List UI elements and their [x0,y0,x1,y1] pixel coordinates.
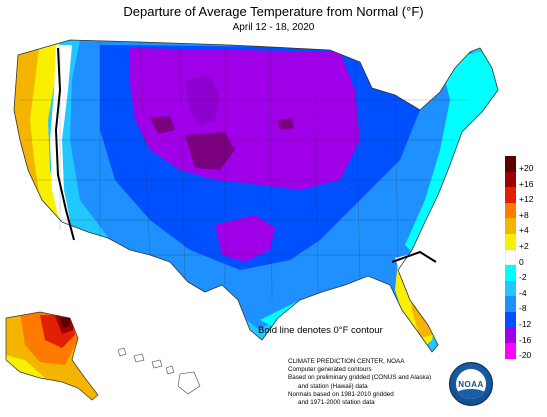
legend-swatch [505,218,516,234]
conus-region [14,40,498,352]
alaska-outline [5,311,99,401]
hawaii-islands [117,347,201,395]
legend-item: -20 [505,343,545,359]
legend-swatch [505,343,516,359]
legend-swatch [505,280,516,297]
legend-label: +16 [519,178,534,189]
legend-swatch [505,296,516,312]
legend-item: +20 [505,156,545,172]
contour-note: Bold line denotes 0°F contour [258,325,383,336]
legend-label: +12 [519,194,534,205]
legend-label: -2 [519,272,527,283]
legend-item: -16 [505,327,545,345]
legend-swatch [505,171,516,188]
legend-item: +12 [505,187,545,203]
legend-swatch [505,249,516,266]
legend-swatch [505,311,516,328]
legend-label: -16 [519,334,532,345]
legend-label: +8 [519,209,529,220]
legend-item: +2 [505,233,545,251]
legend-label: -4 [519,287,527,298]
legend-item: 0 [505,249,545,267]
legend-item: -12 [505,311,545,329]
noaa-logo-text: NOAA [458,379,484,389]
notes-line: Computer generated contours [288,366,372,374]
legend-item: -4 [505,280,545,298]
legend-label: +20 [519,163,534,173]
legend-item: -2 [505,265,545,281]
notes-line: Normals based on 1981-2010 gridded [288,390,394,398]
notes-line: Based on preliminary gridded (CONUS and … [288,374,432,382]
notes-line: and 1971-2000 station data [298,399,375,407]
map-title: Departure of Average Temperature from No… [123,4,424,19]
legend-item: +8 [505,202,545,220]
noaa-logo: NOAA [449,362,493,406]
legend-label: +4 [519,225,529,236]
source-notes: CLIMATE PREDICTION CENTER, NOAA Computer… [288,358,458,407]
notes-line: CLIMATE PREDICTION CENTER, NOAA [288,358,405,365]
legend-label: -20 [519,350,532,361]
legend-label: +2 [519,240,529,251]
zero-contour-southeast [391,250,437,263]
legend-label: -8 [519,303,527,314]
conus-outline [13,39,499,353]
legend-swatch [505,327,516,344]
legend-swatch [505,265,516,281]
noaa-logo-inner: NOAA [456,369,486,399]
legend-label: 0 [519,256,524,267]
legend-item: +4 [505,218,545,234]
state-boundaries [20,42,470,301]
legend-item: -8 [505,296,545,312]
zero-contour-west [54,47,75,241]
legend-swatch [505,233,516,250]
legend-item: +16 [505,171,545,189]
legend-swatch [505,202,516,219]
legend: +20 +16 +12 +8 +4 +2 0 -2 -4 -8 -12 [505,156,545,359]
legend-label: -12 [519,318,532,329]
map-subtitle: April 12 - 18, 2020 [232,22,315,33]
legend-swatch [505,156,516,172]
notes-line: and station (Hawaii) data [298,382,368,390]
legend-swatch [505,187,516,203]
